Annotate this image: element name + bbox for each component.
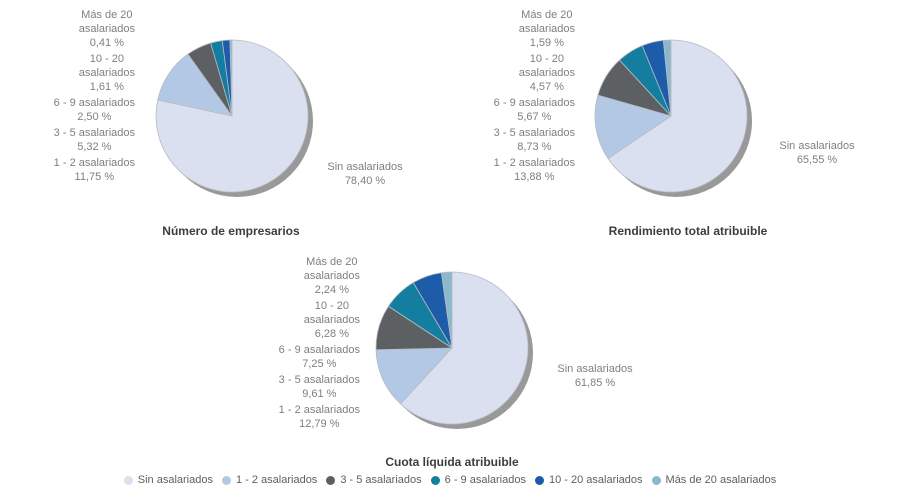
legend-label: 1 - 2 asalariados [235,474,318,486]
chart-title: Número de empresarios [162,224,300,238]
legend-item: 6 - 9 asalariados [430,474,526,486]
legend-label: 6 - 9 asalariados [444,474,526,486]
legend-item: 1 - 2 asalariados [221,474,318,486]
legend-label: 3 - 5 asalariados [340,474,422,486]
legend-item: 3 - 5 asalariados [326,474,422,486]
chart-panel-numero-de-empresarios: Más de 20 asalariados 0,41 % 10 - 20 asalari… [0,0,450,245]
pie-slice [662,39,672,117]
chart-title: Rendimiento total atribuible [608,224,768,238]
pie-slice [229,39,233,117]
legend-swatch-icon [123,475,133,485]
slice-label: 10 - 20 asalariados 4,57 % [518,53,575,93]
pie-slice [607,39,748,193]
pie-slice [155,39,309,193]
pie-slice [399,271,529,425]
slice-label: 10 - 20 asalariados 6,28 % [303,300,360,340]
legend-item: 10 - 20 asalariados [534,474,643,486]
slice-label-sin-asalariados: Sin asalariados 65,55 % [779,140,855,166]
chart-title: Cuota líquida atribuible [385,455,519,469]
slice-label: 3 - 5 asalariados 5,32 % [53,127,135,153]
pie-chart-numero-de-empresarios [155,39,313,197]
slice-label: Más de 20 asalariados 2,24 % [303,256,360,296]
slice-label: 3 - 5 asalariados 8,73 % [493,127,575,153]
legend-item: Sin asalariados [123,474,213,486]
legend-swatch-icon [326,475,336,485]
legend-swatch-icon [651,475,661,485]
slice-label: 6 - 9 asalariados 2,50 % [53,97,135,123]
legend: Sin asalariados 1 - 2 asalariados 3 - 5 as… [0,474,900,486]
slice-label: 10 - 20 asalariados 1,61 % [78,53,135,93]
chart-panel-rendimiento-total-atribuible: Más de 20 asalariados 1,59 % 10 - 20 asalari… [450,0,900,245]
pie-slice [440,271,453,349]
chart-panel-cuota-liquida-atribuible: Más de 20 asalariados 2,24 % 10 - 20 asalari… [225,250,675,469]
slice-label: 1 - 2 asalariados 13,88 % [493,157,575,183]
legend-swatch-icon [221,475,231,485]
slice-label: 3 - 5 asalariados 9,61 % [278,374,360,400]
slice-label-sin-asalariados: Sin asalariados 78,40 % [327,161,403,187]
slice-label: Más de 20 asalariados 1,59 % [518,9,575,49]
slice-label: Más de 20 asalariados 0,41 % [78,9,135,49]
pie-chart-cuota-liquida-atribuible [375,271,533,429]
slice-label: 1 - 2 asalariados 11,75 % [53,157,135,183]
legend-swatch-icon [430,475,440,485]
legend-item: Más de 20 asalariados [651,474,777,486]
slice-label-sin-asalariados: Sin asalariados 61,85 % [557,363,633,389]
pie-slice [375,347,453,405]
legend-label: Más de 20 asalariados [665,474,777,486]
legend-label: 10 - 20 asalariados [548,474,643,486]
pie-chart-rendimiento-total-atribuible [594,39,752,197]
slice-label: 6 - 9 asalariados 7,25 % [278,344,360,370]
legend-swatch-icon [534,475,544,485]
slice-label: 1 - 2 asalariados 12,79 % [278,404,360,430]
legend-label: Sin asalariados [137,474,213,486]
slice-label: 6 - 9 asalariados 5,67 % [493,97,575,123]
